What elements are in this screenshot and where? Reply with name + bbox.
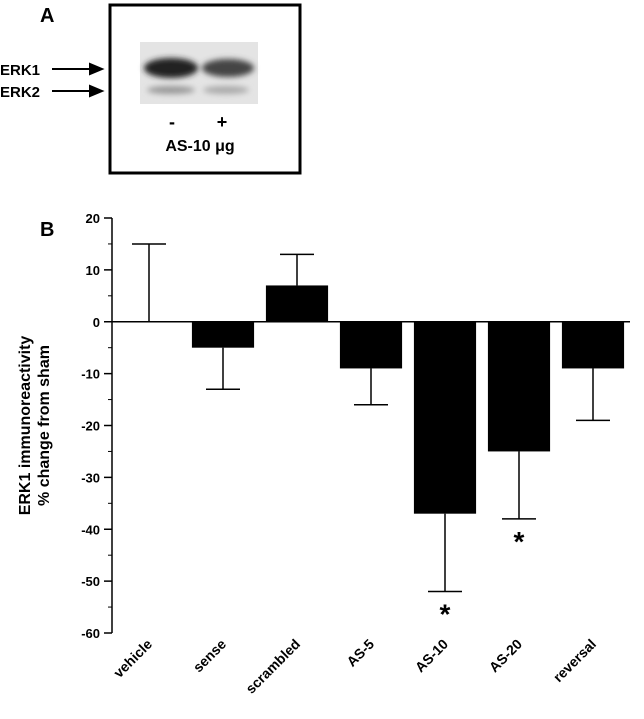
significance-marker: * — [514, 526, 525, 557]
y-tick-label: -20 — [81, 419, 100, 434]
x-tick-label: reversal — [550, 636, 599, 685]
x-tick-label: vehicle — [110, 636, 155, 681]
x-tick-label: AS-5 — [343, 636, 377, 670]
treatment-label: AS-10 μg — [165, 138, 234, 155]
blot-bands — [144, 58, 254, 94]
bar — [339, 321, 403, 369]
lane-label: + — [217, 112, 228, 132]
panel-label: A — [40, 5, 54, 27]
y-tick-label: 20 — [86, 211, 100, 226]
significance-marker: * — [440, 599, 451, 630]
bar — [265, 285, 329, 322]
x-tick-label: AS-20 — [486, 636, 526, 676]
blot-frame — [108, 3, 302, 175]
panel-label: B — [40, 219, 54, 241]
bar — [191, 321, 255, 348]
x-tick-label: AS-10 — [412, 636, 452, 676]
y-tick-label: -10 — [81, 367, 100, 382]
band-label: ERK1 — [0, 62, 40, 79]
x-tick-label: sense — [190, 636, 230, 676]
lane-label: - — [169, 112, 175, 132]
y-axis-label-line: ERK1 immunoreactivity — [17, 336, 34, 516]
y-tick-label: 10 — [86, 263, 100, 278]
y-axis-label: ERK1 immunoreactivity% change from sham — [17, 336, 53, 516]
bar — [561, 321, 625, 369]
band-label: ERK2 — [0, 84, 40, 101]
y-tick-label: -60 — [81, 626, 100, 641]
bar — [487, 321, 551, 452]
bar — [413, 321, 477, 514]
y-tick-label: 0 — [93, 315, 100, 330]
x-tick-label: scrambled — [242, 636, 303, 697]
y-tick-label: -40 — [81, 522, 100, 537]
y-axis-label-line: % change from sham — [36, 345, 53, 506]
y-tick-label: -50 — [81, 574, 100, 589]
band-arrows — [52, 62, 105, 98]
y-tick-label: -30 — [81, 470, 100, 485]
